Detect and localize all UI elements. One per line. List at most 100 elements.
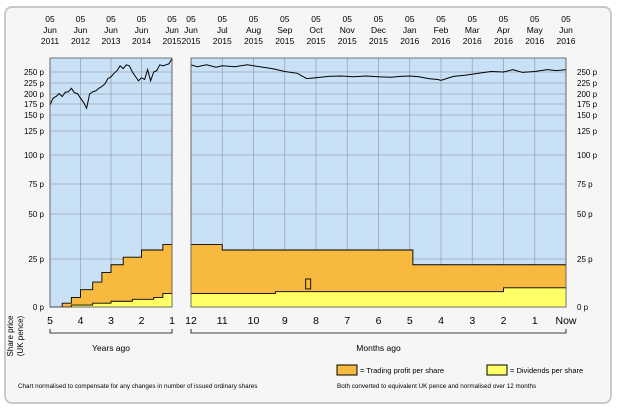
right-top-date-label: 2015 [307,36,326,46]
right-top-date-label: 2015 [338,36,357,46]
right-x-tick-label: 11 [217,315,228,327]
right-x-tick-label: 10 [248,315,260,327]
legend-label-trading-profit: = Trading profit per share [360,366,444,375]
y-tick-label-right: 125 p [577,127,598,136]
right-top-date-label: 05 [468,14,478,24]
left-trading-profit-line [50,244,172,308]
y-tick-label-left: 25 p [28,255,44,264]
right-top-date-label: 05 [561,14,571,24]
right-top-date-label: 05 [530,14,540,24]
right-top-date-label: Jul [217,25,228,35]
right-top-date-label: 2015 [244,36,263,46]
axes: 05Jun201105Jun201205Jun201305Jun201405Ju… [6,14,598,390]
left-top-date-label: 2013 [102,36,121,46]
right-top-date-label: 05 [280,14,290,24]
legend-label-dividends: = Dividends per share [510,366,583,375]
right-x-tick-label: 12 [185,315,197,327]
legend-swatch-dividends [486,364,508,376]
right-top-date-label: Mar [465,25,480,35]
right-top-date-label: Oct [309,25,323,35]
right-top-date-label: Apr [497,25,510,35]
right-top-date-label: 2016 [432,36,451,46]
left-top-date-label: Jun [43,25,57,35]
y-tick-label-right: 75 p [577,180,593,189]
right-top-date-label: 05 [499,14,509,24]
right-top-date-label: Dec [371,25,387,35]
right-top-date-label: 2016 [557,36,576,46]
y-tick-label-left: 150 p [24,111,45,120]
y-axis-label: Share price [6,315,15,356]
right-top-date-label: Sep [277,25,292,35]
left-x-tick-label: 5 [47,315,53,327]
y-tick-label-left: 100 p [24,151,45,160]
right-x-tick-label: 1 [532,315,538,327]
right-top-date-label: 05 [405,14,415,24]
left-panel [49,57,173,308]
right-top-date-label: May [527,25,544,35]
y-tick-label-left: 200 p [24,90,45,99]
right-trading-profit-line [191,244,566,266]
right-top-date-label: Jan [403,25,417,35]
right-top-date-label: 2016 [525,36,544,46]
left-price-line [49,58,173,110]
right-x-tick-label: 2 [501,315,507,327]
left-top-date-label: 05 [137,14,147,24]
left-top-date-label: Jun [135,25,149,35]
left-x-bracket [49,329,173,334]
left-top-date-label: 05 [106,14,116,24]
right-top-date-label: Feb [434,25,449,35]
y-tick-label-right: 50 p [577,210,593,219]
y-tick-label-left: 225 p [24,79,45,88]
y-tick-label-right: 25 p [577,255,593,264]
y-tick-label-left: 125 p [24,127,45,136]
right-top-date-label: 05 [436,14,446,24]
left-top-date-label: 2015 [163,36,182,46]
right-x-tick-label: 3 [469,315,475,327]
right-x-tick-label: 6 [376,315,382,327]
right-x-tick-label: 7 [344,315,350,327]
left-dividends-line [50,293,172,308]
y-tick-label-left: 0 p [33,303,45,312]
y-tick-label-right: 175 p [577,100,598,109]
y-tick-label-right: 100 p [577,151,598,160]
y-tick-label-right: 200 p [577,90,598,99]
right-top-date-label: 2015 [275,36,294,46]
y-tick-label-right: 225 p [577,79,598,88]
right-top-date-label: 05 [186,14,196,24]
left-x-axis-label: Years ago [92,343,130,353]
left-top-date-label: 2011 [41,36,60,46]
left-top-date-label: 2014 [132,36,151,46]
left-top-date-label: Jun [74,25,88,35]
right-top-date-label: 2015 [182,36,201,46]
left-x-tick-label: 2 [139,315,145,327]
right-top-date-label: Jun [184,25,198,35]
left-top-date-label: 2012 [71,36,90,46]
left-x-tick-label: 4 [78,315,84,327]
right-x-tick-label: 4 [438,315,444,327]
right-top-date-label: 05 [218,14,228,24]
right-top-date-label: Nov [340,25,356,35]
right-top-date-label: 2015 [213,36,232,46]
y-tick-label-left: 50 p [28,210,44,219]
y-tick-label-right: 250 p [577,68,598,77]
right-top-date-label: 2016 [463,36,482,46]
left-top-date-label: 05 [45,14,55,24]
right-panel [190,57,567,308]
y-tick-label-right: 0 p [577,303,589,312]
right-event-marker [305,278,312,290]
y-axis-label: (UK pence) [16,315,25,356]
footer-note-left: Chart normalised to compensate for any c… [18,383,257,390]
right-top-date-label: 05 [249,14,259,24]
right-top-date-label: 2015 [369,36,388,46]
right-top-date-label: Jun [559,25,573,35]
right-x-tick-label: Now [555,315,576,327]
right-top-date-label: 2016 [400,36,419,46]
right-top-date-label: 2016 [494,36,513,46]
right-dividends-area [191,287,566,307]
footer-note-right: Both converted to equivalent UK pence an… [337,383,536,390]
left-top-date-label: 05 [76,14,86,24]
right-plot-border [190,57,567,308]
left-top-date-label: Jun [104,25,118,35]
right-x-tick-label: 9 [282,315,288,327]
